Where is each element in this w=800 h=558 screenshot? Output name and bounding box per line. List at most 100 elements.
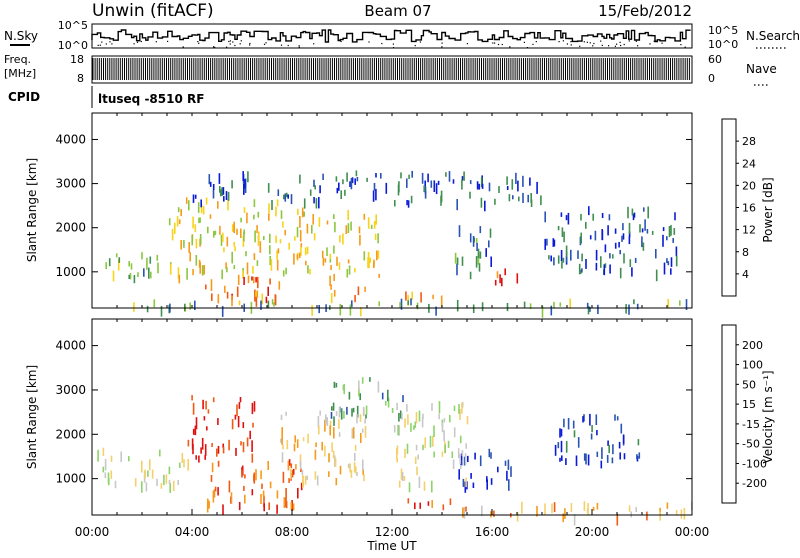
velocity-cell [326,421,329,426]
noise-search-dot [419,41,421,43]
velocity-cell [403,476,406,481]
power-cell [314,185,316,190]
velocity-cell [441,422,444,433]
power-cell [283,194,285,200]
velocity-cell [102,447,105,456]
frequency-trace [92,58,690,80]
velocity-cell [490,452,492,459]
velocity-cell [401,472,404,482]
velocity-cell [160,483,163,489]
power-cell [338,182,340,191]
power-cell [267,286,269,296]
power-cell [655,249,657,259]
power-cell [472,236,475,247]
power-cell [627,206,629,219]
velocity-cell [567,418,570,430]
time-tick-label: 00:00 [75,525,110,539]
power-cell [452,179,455,184]
velocity-cell [328,453,330,463]
power-cell [225,191,228,200]
velocity-cell [147,470,149,477]
velocity-cell [458,404,460,414]
velocity-cell [282,444,284,450]
velocity-cell [596,451,599,457]
power-cell [601,213,604,218]
velocity-cell [418,476,421,488]
power-cell [523,301,526,308]
power-cell [553,239,556,247]
velocity-cell [260,470,262,479]
velocity-cell [582,416,584,423]
power-cell [256,276,259,284]
power-cell [506,176,508,185]
power-cell [270,259,273,271]
power-cell [300,243,303,248]
velocity-cell [261,483,263,489]
velocity-cell [490,478,493,485]
velocity-cell [141,481,143,493]
velocity-cell [460,453,463,466]
power-cell [670,268,672,275]
power-cell [448,171,451,182]
velocity-cell [611,457,614,464]
velocity-cell [192,428,195,435]
power-cell [137,272,139,278]
power-cell [411,170,413,178]
power-cell [254,230,256,243]
velocity-cell [222,443,224,449]
time-tick-label: 12:00 [375,525,410,539]
power-cell [552,238,555,247]
velocity-cell [452,459,455,469]
power-cell [313,197,315,204]
power-cell [268,213,270,221]
freq-label: Freq. [4,53,31,66]
velocity-cell [213,489,216,495]
velocity-cell [431,480,433,493]
power-colorbar-label: 24 [742,157,756,170]
power-cell [527,194,529,203]
power-cell [529,303,532,310]
velocity-cell [292,503,295,511]
velocity-cell [206,503,209,513]
velocity-cell [318,425,320,435]
power-cell [255,295,258,307]
velocity-cell [177,480,179,485]
power-cell [287,194,289,199]
power-cell [622,233,625,240]
velocity-cell [290,468,292,480]
power-cell [646,229,649,234]
velocity-cell [557,442,560,449]
power-cell [628,304,630,315]
power-cell [373,261,375,268]
velocity-cell [577,437,580,448]
power-cell [315,198,318,209]
power-cell [212,184,215,190]
power-cell [484,200,486,212]
power-cell [344,189,346,196]
time-tick-label: 08:00 [275,525,310,539]
power-cell [265,296,268,304]
power-cell [585,221,587,229]
power-cell [112,270,115,282]
velocity-cell [460,464,462,470]
power-cell [280,210,283,219]
velocity-cell [497,466,499,473]
power-cell [366,177,368,182]
power-cell [219,189,222,197]
power-panel: 1000 2000 3000 4000 Slant Range [km] 4 8 12 16… [25,112,775,318]
power-cell [271,299,274,305]
velocity-cell [587,454,590,466]
power-cell [579,236,582,246]
power-cell [369,257,371,263]
power-cell [488,240,490,248]
power-cell [499,274,501,284]
power-cell [303,198,306,209]
velocity-cell [268,502,270,510]
velocity-cell [623,453,626,460]
noise-sky-line [91,29,691,43]
power-cell [329,253,332,260]
power-cell [333,245,335,254]
frequency-strip: Freq. [MHz] 18 8 60 0 Nave [4,53,777,86]
power-cell [632,213,635,221]
power-cell [171,228,174,241]
